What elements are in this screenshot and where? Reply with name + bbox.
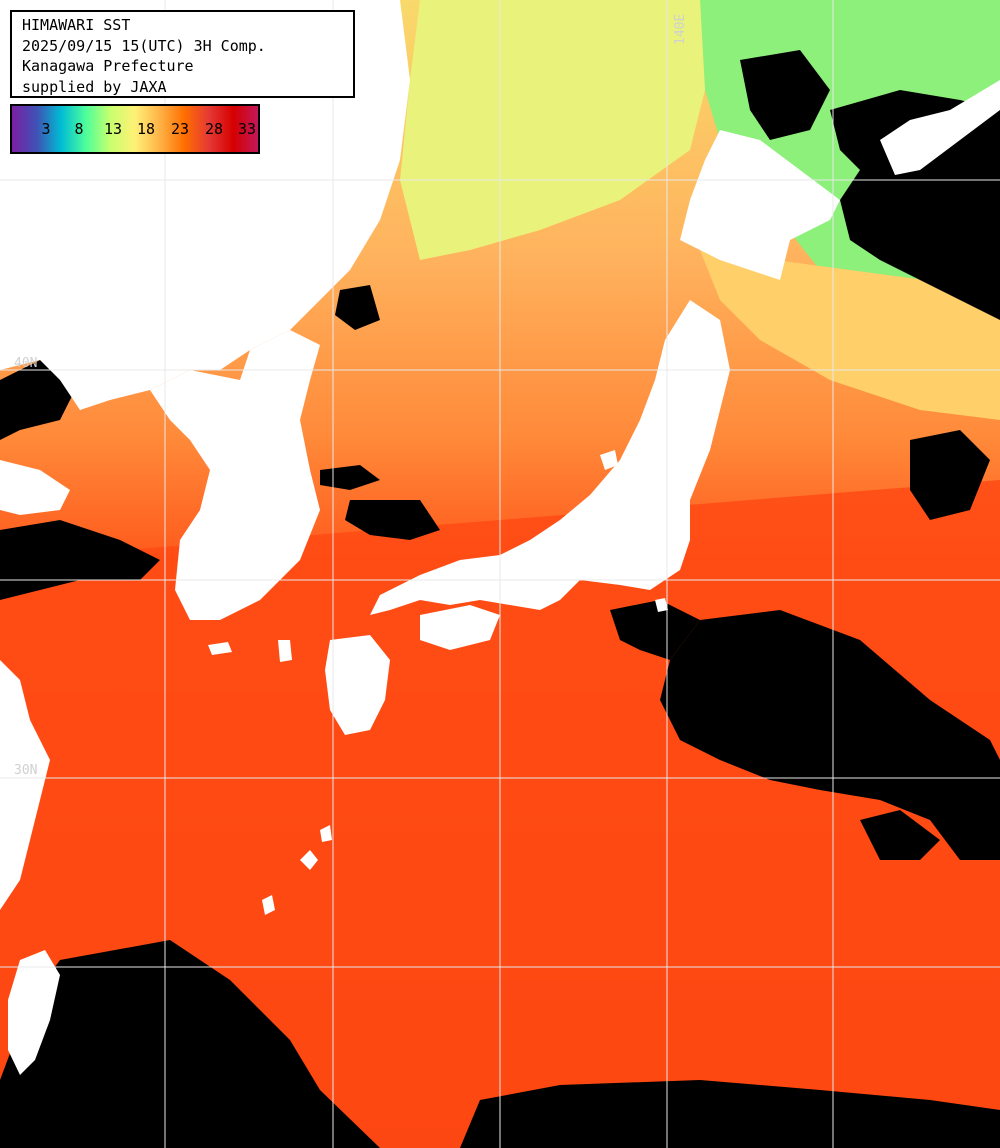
taiwan — [8, 950, 60, 1075]
cloud-small-2 — [910, 430, 990, 520]
info-box: HIMAWARI SST 2025/09/15 15(UTC) 3H Comp.… — [10, 10, 355, 98]
lat-label-40n: 40N — [14, 356, 37, 371]
jeju-island — [208, 642, 232, 655]
kamchatka-sakhalin — [880, 80, 1000, 175]
cloud-southwest — [0, 940, 380, 1148]
legend-tick-13: 13 — [103, 120, 123, 138]
legend-tick-18: 18 — [136, 120, 156, 138]
transition-band — [700, 250, 1000, 420]
hokkaido — [680, 130, 840, 280]
cloud-east — [660, 610, 1000, 860]
info-title: HIMAWARI SST — [22, 16, 131, 34]
shikoku — [420, 605, 500, 650]
cloud-northeast — [830, 90, 1000, 320]
lon-label-140e: 140E — [673, 14, 688, 45]
cloud-northeast-2 — [740, 50, 830, 140]
legend-tick-3: 3 — [41, 120, 51, 138]
korean-peninsula — [150, 330, 320, 620]
izu-islands — [655, 598, 668, 612]
cloud-korea-strait — [345, 500, 440, 540]
cloud-south — [460, 1080, 1000, 1148]
legend-tick-8: 8 — [74, 120, 84, 138]
cloud-small-1 — [320, 465, 380, 490]
kyushu — [325, 635, 390, 735]
okinawa-islands — [262, 825, 332, 915]
honshu — [370, 300, 730, 615]
info-datetime: 2025/09/15 15(UTC) 3H Comp. — [22, 36, 266, 55]
china-coast — [0, 660, 50, 910]
legend-tick-33: 33 — [237, 120, 257, 138]
info-region: Kanagawa Prefecture — [22, 57, 194, 75]
info-supplier: supplied by JAXA — [22, 77, 167, 96]
temperature-legend: 3 8 13 18 23 28 33 — [10, 104, 260, 154]
tsushima — [278, 640, 292, 662]
cloud-small-3 — [335, 285, 380, 330]
cloud-small-4 — [860, 810, 940, 860]
asian-continent-north — [0, 0, 410, 410]
sado-island — [600, 450, 618, 470]
lat-label-30n: 30N — [14, 763, 37, 778]
cloud-east-2 — [610, 600, 700, 660]
legend-tick-28: 28 — [204, 120, 224, 138]
sea-of-japan-north — [400, 0, 705, 260]
legend-tick-23: 23 — [170, 120, 190, 138]
asian-continent-west — [0, 460, 70, 515]
